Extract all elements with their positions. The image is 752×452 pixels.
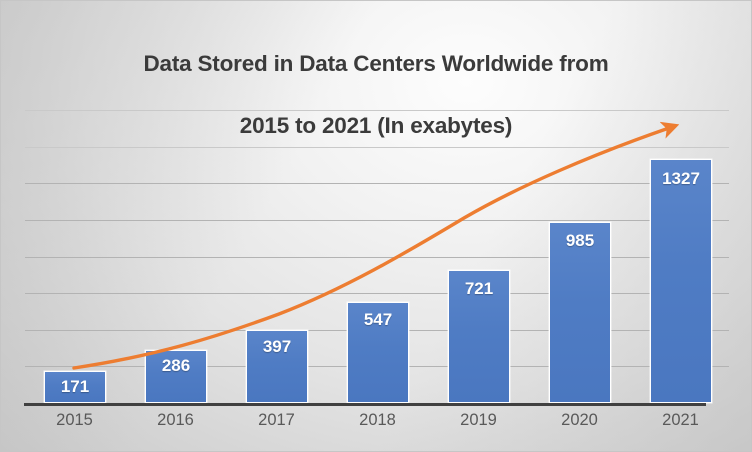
x-axis-labels: 2015 2016 2017 2018 2019 2020 2021	[24, 411, 728, 441]
chart-title: Data Stored in Data Centers Worldwide fr…	[1, 17, 751, 172]
gridline-1400	[25, 147, 729, 148]
bar-2018[interactable]	[347, 302, 409, 403]
x-tick-2016: 2016	[157, 411, 194, 429]
bar-2021[interactable]	[650, 159, 712, 403]
bar-2020[interactable]	[549, 222, 611, 403]
gridline-1600	[25, 110, 729, 111]
x-tick-2015: 2015	[56, 411, 93, 429]
gridline-1200	[25, 183, 729, 184]
bar-slot-2019: 721	[448, 106, 510, 403]
x-tick-2021: 2021	[662, 411, 699, 429]
bar-2019[interactable]	[448, 270, 510, 403]
bar-2015[interactable]	[44, 371, 106, 403]
bar-2017[interactable]	[246, 330, 308, 403]
bar-2016[interactable]	[145, 350, 207, 403]
x-tick-2017: 2017	[258, 411, 295, 429]
gridline-600	[25, 293, 729, 294]
x-tick-2019: 2019	[460, 411, 497, 429]
trend-line-path	[72, 121, 680, 370]
trend-line	[72, 121, 680, 370]
bar-slot-2021: 1327	[650, 106, 712, 403]
bar-group: 171 286 397 547 721 985	[24, 106, 730, 403]
gridline-1000	[25, 220, 729, 221]
x-axis-line	[24, 403, 706, 406]
x-tick-2018: 2018	[359, 411, 396, 429]
x-tick-2020: 2020	[561, 411, 598, 429]
chart-title-line-2: 2015 to 2021 (In exabytes)	[239, 113, 513, 138]
plot-area: 171 286 397 547 721 985	[24, 106, 730, 406]
chart-title-line-1: Data Stored in Data Centers Worldwide fr…	[143, 51, 609, 76]
gridline-800	[25, 257, 729, 258]
